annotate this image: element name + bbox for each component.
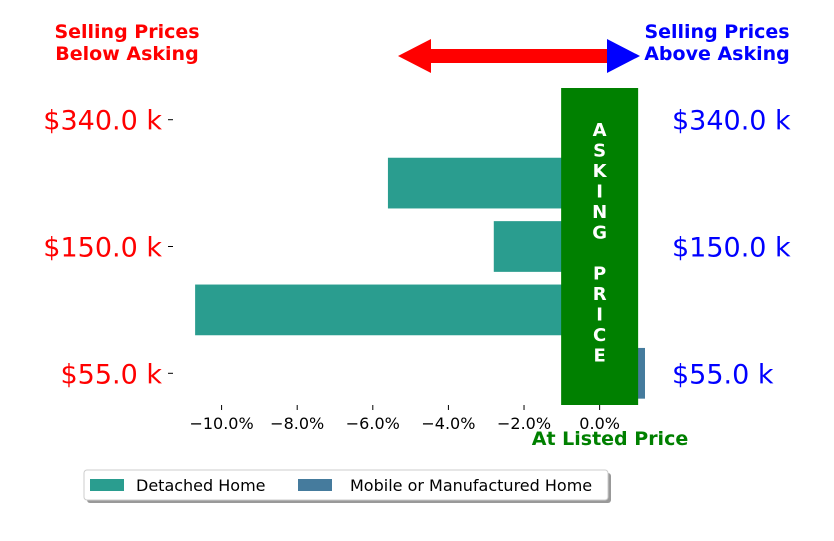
header-left-line-1: Below Asking	[55, 43, 198, 65]
header-right-line-0: Selling Prices	[644, 21, 789, 43]
asking-letter-4: N	[592, 202, 607, 223]
arrow-head-right	[607, 39, 640, 73]
asking-letter-7: P	[593, 264, 606, 285]
right-category-label-0: $55.0 k	[672, 359, 774, 390]
arrow-head-left	[398, 39, 431, 73]
right-category-label-2: $340.0 k	[672, 106, 791, 137]
left-category-label-1: $150.0 k	[43, 233, 162, 264]
asking-letter-8: R	[593, 284, 607, 305]
asking-band-rect	[561, 88, 639, 405]
asking-letter-10: C	[593, 325, 606, 346]
left-axis-labels: $55.0 k $150.0 k $340.0 k	[43, 106, 173, 390]
legend-label-0: Detached Home	[136, 476, 266, 495]
x-axis: −10.0% −8.0% −6.0% −4.0% −2.0% 0.0%	[189, 405, 620, 433]
x-tick-label-4: −2.0%	[497, 414, 551, 433]
header-left-line-0: Selling Prices	[54, 21, 199, 43]
bar-detached-home-1	[195, 284, 600, 336]
x-tick-label-2: −6.0%	[346, 414, 400, 433]
asking-letter-2: K	[593, 161, 608, 182]
header-right-line-1: Above Asking	[644, 43, 790, 65]
right-category-label-1: $150.0 k	[672, 233, 791, 264]
x-tick-label-5: 0.0%	[579, 414, 620, 433]
left-category-label-2: $340.0 k	[43, 106, 162, 137]
asking-letter-0: A	[593, 120, 607, 141]
right-axis-labels: $55.0 k $150.0 k $340.0 k	[672, 106, 791, 391]
arrow-shaft	[430, 49, 610, 63]
asking-letter-11: E	[593, 346, 605, 367]
asking-letter-3: I	[596, 182, 603, 203]
double-arrow	[398, 39, 640, 73]
legend-swatch-1	[298, 479, 332, 491]
left-category-label-0: $55.0 k	[60, 359, 162, 390]
legend-swatch-0	[90, 479, 124, 491]
asking-letter-9: I	[596, 305, 603, 326]
legend: Detached Home Mobile or Manufactured Home	[83, 469, 611, 503]
asking-letter-5: G	[592, 223, 607, 244]
x-tick-label-1: −8.0%	[270, 414, 324, 433]
legend-box	[83, 469, 609, 501]
asking-letter-1: S	[593, 141, 606, 162]
x-axis-label: At Listed Price	[532, 428, 688, 450]
legend-label-1: Mobile or Manufactured Home	[350, 476, 592, 495]
x-tick-label-0: −10.0%	[189, 414, 253, 433]
x-tick-label-3: −4.0%	[421, 414, 475, 433]
